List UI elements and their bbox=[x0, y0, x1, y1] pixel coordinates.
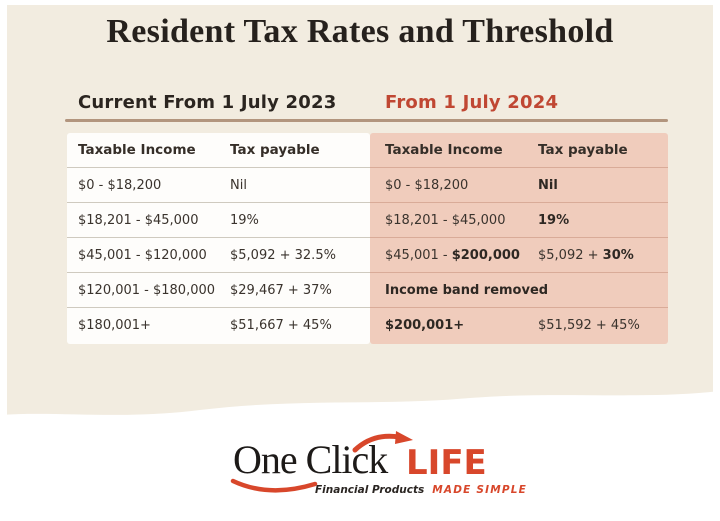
table-header-row: Taxable Income Tax payable bbox=[67, 133, 370, 168]
cell-text: 19% bbox=[230, 212, 259, 228]
tagline-made-simple: MADE SIMPLE bbox=[432, 484, 528, 496]
cell-text: Income band removed bbox=[385, 282, 549, 298]
cell-text: $18,201 - $45,000 bbox=[385, 212, 506, 228]
cell-text: $120,001 - $180,000 bbox=[78, 282, 216, 298]
table-row: $0 - $18,200 Nil bbox=[370, 168, 668, 203]
table-cell: $180,001+ bbox=[78, 318, 230, 333]
column-header: Tax payable bbox=[538, 142, 628, 158]
table-row: $18,201 - $45,000 19% bbox=[370, 203, 668, 238]
table-cell: $0 - $18,200 bbox=[385, 178, 538, 193]
table-cell: $120,001 - $180,000 bbox=[78, 283, 230, 298]
table-cell: $5,092 + 32.5% bbox=[230, 248, 364, 263]
table-cell: $5,092 + 30% bbox=[538, 248, 662, 263]
table-cell: $0 - $18,200 bbox=[78, 178, 230, 193]
cell-text: $45,001 - $120,000 bbox=[78, 247, 207, 263]
cell-text: $200,001+ bbox=[385, 318, 465, 333]
one-click-life-logo: One Click LIFE Financial Products MADE S… bbox=[225, 430, 526, 505]
cell-text: $51,667 + 45% bbox=[230, 318, 332, 333]
cell-text: 19% bbox=[538, 212, 570, 228]
table-cell: 19% bbox=[230, 213, 364, 228]
table-cell: $18,201 - $45,000 bbox=[385, 213, 538, 228]
torn-paper-edge bbox=[0, 391, 720, 425]
table-cell: $51,592 + 45% bbox=[538, 318, 662, 333]
table-row: $45,001 - $200,000 $5,092 + 30% bbox=[370, 238, 668, 273]
cell-text: 30% bbox=[602, 247, 634, 263]
table-cell: $29,467 + 37% bbox=[230, 283, 364, 298]
cell-text: $0 - $18,200 bbox=[78, 177, 162, 193]
table-2023: Taxable Income Tax payable $0 - $18,200 Nil… bbox=[67, 133, 370, 344]
cell-text: $51,592 + 45% bbox=[538, 318, 640, 333]
logo-swoosh-icon bbox=[230, 478, 318, 493]
logo-one-click-text: One Click bbox=[233, 437, 388, 482]
table-cell: $200,001+ bbox=[385, 318, 538, 333]
column-header: Tax payable bbox=[230, 142, 320, 158]
section-header-2024: From 1 July 2024 bbox=[385, 92, 559, 113]
table-row: $18,201 - $45,000 19% bbox=[67, 203, 370, 238]
table-row: $120,001 - $180,000 $29,467 + 37% bbox=[67, 273, 370, 308]
cell-text: $45,001 - bbox=[385, 247, 452, 263]
table-cell: 19% bbox=[538, 213, 662, 228]
column-header: Taxable Income bbox=[385, 142, 503, 158]
logo-arrow-icon bbox=[352, 431, 413, 453]
table-cell: Nil bbox=[538, 178, 662, 193]
logo-life-text: LIFE bbox=[406, 443, 487, 483]
cell-text: Nil bbox=[538, 177, 558, 193]
table-row: Income band removed bbox=[370, 273, 668, 308]
cell-text: $0 - $18,200 bbox=[385, 177, 469, 193]
table-row: $180,001+ $51,667 + 45% bbox=[67, 308, 370, 343]
cell-text: $29,467 + 37% bbox=[230, 282, 332, 298]
table-2024: Taxable Income Tax payable $0 - $18,200 Nil… bbox=[370, 133, 668, 344]
section-header-2023: Current From 1 July 2023 bbox=[78, 92, 337, 113]
page-title: Resident Tax Rates and Threshold bbox=[106, 13, 614, 50]
table-cell: $45,001 - $120,000 bbox=[78, 248, 230, 263]
cell-text: $200,000 bbox=[451, 247, 520, 263]
table-cell: $18,201 - $45,000 bbox=[78, 213, 230, 228]
table-cell: $45,001 - $200,000 bbox=[385, 248, 538, 263]
cell-text: Nil bbox=[230, 177, 247, 193]
cell-text: $18,201 - $45,000 bbox=[78, 212, 199, 228]
table-header-row: Taxable Income Tax payable bbox=[370, 133, 668, 168]
table-cell: Income band removed bbox=[385, 283, 662, 298]
cell-text: $5,092 + bbox=[538, 247, 603, 263]
tagline-financial-products: Financial Products bbox=[315, 484, 425, 496]
cell-text: $5,092 + 32.5% bbox=[230, 247, 336, 263]
cell-text: $180,001+ bbox=[78, 318, 151, 333]
header-divider-line bbox=[65, 119, 668, 122]
table-cell: $51,667 + 45% bbox=[230, 318, 364, 333]
table-cell: Nil bbox=[230, 178, 364, 193]
logo-tagline: Financial Products MADE SIMPLE bbox=[315, 484, 527, 496]
table-row: $0 - $18,200 Nil bbox=[67, 168, 370, 203]
table-row: $45,001 - $120,000 $5,092 + 32.5% bbox=[67, 238, 370, 273]
column-header: Taxable Income bbox=[78, 142, 196, 158]
table-row: $200,001+ $51,592 + 45% bbox=[370, 308, 668, 343]
